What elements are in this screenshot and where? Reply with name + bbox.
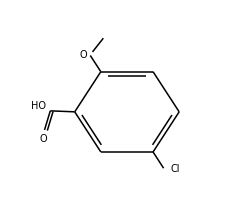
Text: Cl: Cl: [170, 164, 180, 174]
Text: O: O: [40, 134, 47, 144]
Text: HO: HO: [31, 101, 45, 111]
Text: O: O: [80, 50, 88, 60]
